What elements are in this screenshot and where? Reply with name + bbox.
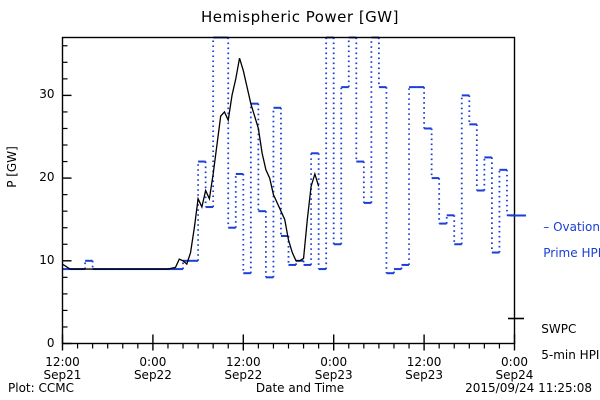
series-swpc-5min-hpi: [62, 57, 320, 270]
y-axis-major-ticks: [62, 94, 72, 345]
x-tick-date: Sep24: [495, 367, 534, 382]
plot-frame: [61, 36, 516, 345]
legend-swpc-line1: SWPC: [541, 322, 577, 336]
x-tick-time: 12:00: [45, 354, 80, 369]
x-tick-date: Sep23: [314, 367, 353, 382]
legend-item-ovation-prime: – Ovation Prime HPI: [528, 208, 600, 273]
legend-marks: [508, 214, 526, 320]
page-title: Hemispheric Power [GW]: [201, 8, 399, 26]
x-tick-label: 12:00 Sep22: [203, 354, 283, 382]
swpc-line: [62, 57, 320, 270]
legend-ovation-line2: Prime HPI: [543, 246, 600, 260]
x-axis-minor-ticks: [76, 343, 501, 349]
x-tick-label: 0:00 Sep24: [475, 354, 555, 382]
x-tick-time: 0:00: [320, 354, 348, 369]
x-tick-time: 12:00: [226, 354, 261, 369]
legend-item-swpc: SWPC 5-min HPI: [526, 310, 599, 375]
legend-swpc-line2: 5-min HPI: [541, 348, 600, 362]
y-tick-label: 10: [39, 252, 55, 267]
x-tick-time: 0:00: [501, 354, 528, 369]
y-tick-label: 30: [39, 87, 55, 102]
y-axis-minor-ticks: [62, 45, 68, 328]
x-tick-date: Sep21: [43, 367, 82, 382]
plot-credit: Plot: CCMC: [8, 381, 74, 395]
plot-timestamp: 2015/09/24 11:25:08: [465, 381, 592, 395]
x-tick-label: 12:00 Sep23: [384, 354, 464, 382]
x-tick-time: 0:00: [139, 354, 167, 369]
x-tick-label: 0:00 Sep22: [113, 354, 193, 382]
x-tick-date: Sep22: [133, 367, 172, 382]
y-tick-label: 0: [46, 335, 55, 350]
x-tick-date: Sep23: [405, 367, 444, 382]
x-tick-date: Sep22: [224, 367, 263, 382]
x-tick-time: 12:00: [406, 354, 442, 369]
legend-ovation-line1: – Ovation: [543, 220, 600, 234]
x-tick-label: 12:00 Sep21: [23, 354, 103, 382]
series-ovation-prime-hpi: [62, 36, 515, 279]
x-axis-label: Date and Time: [255, 381, 345, 395]
x-tick-label: 0:00 Sep23: [294, 354, 374, 382]
y-tick-label: 20: [39, 170, 55, 185]
